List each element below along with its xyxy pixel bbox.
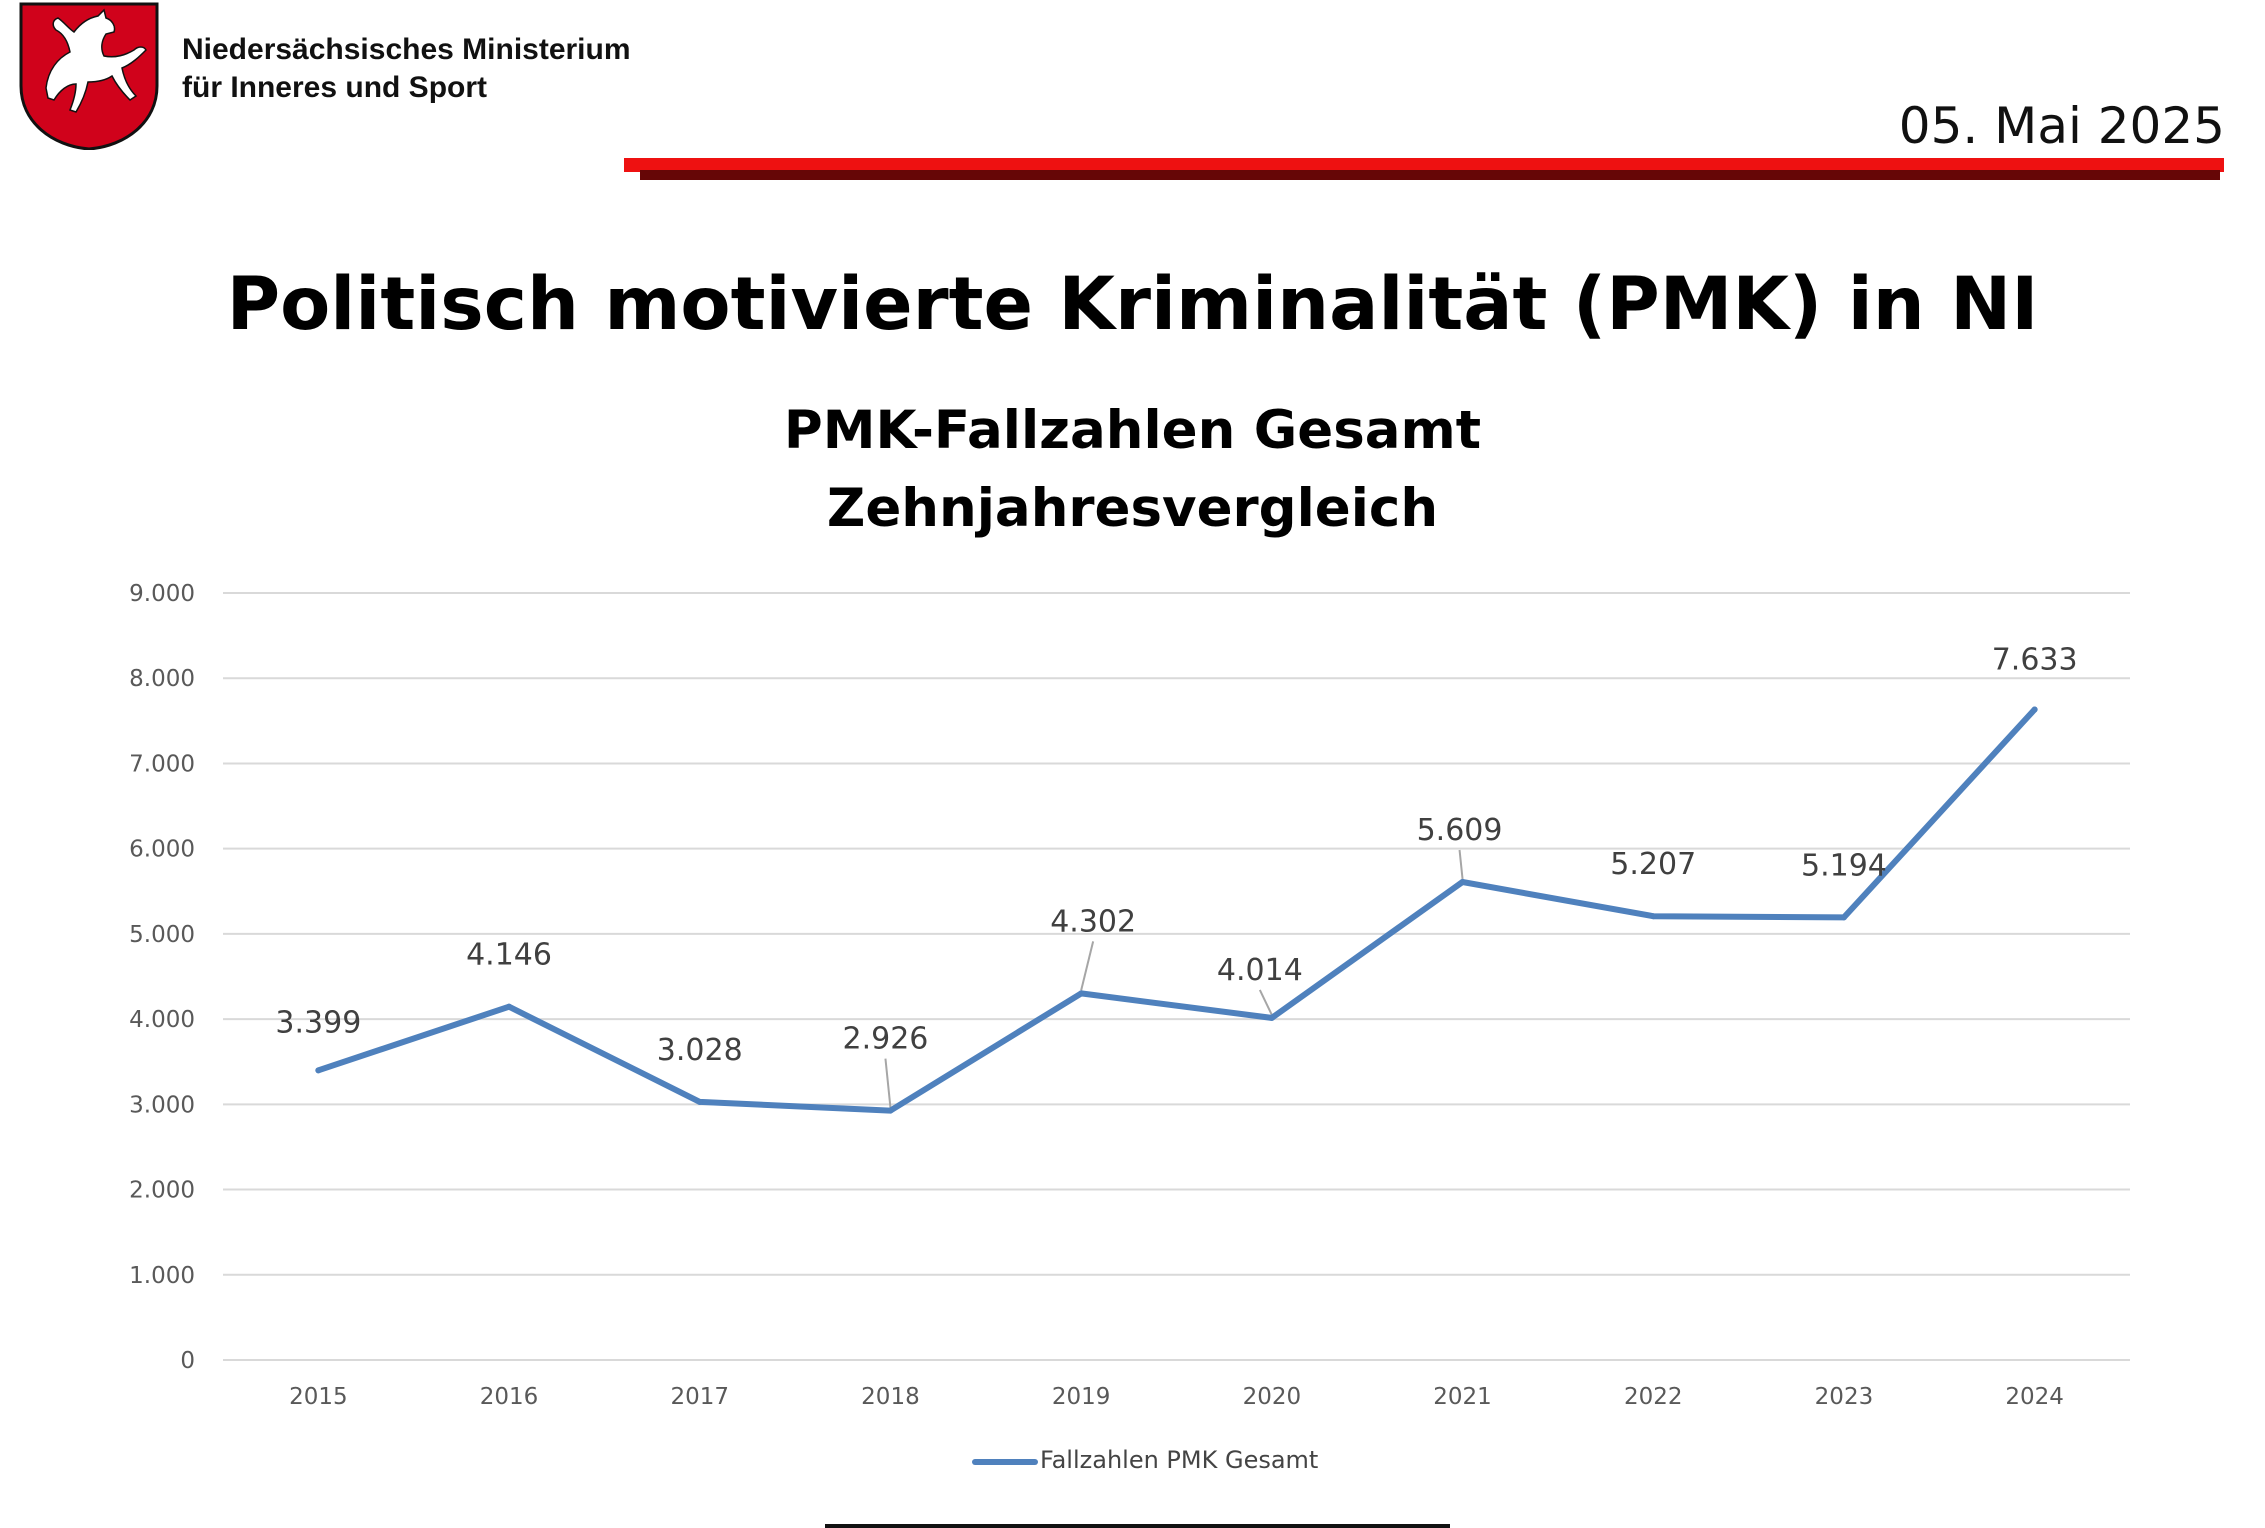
data-label-leader-line [884,1058,892,1108]
data-label: 4.146 [466,938,552,973]
x-tick-label: 2019 [1052,1384,1111,1410]
y-tick-label: 3.000 [129,1092,195,1118]
x-tick-label: 2021 [1433,1384,1492,1410]
y-tick-label: 6.000 [129,837,195,863]
data-point [696,1098,703,1105]
page-title: Politisch motivierte Kriminalität (PMK) … [226,262,2039,347]
y-tick-label: 8.000 [129,666,195,692]
legend-label: Fallzahlen PMK Gesamt [1040,1446,1319,1474]
x-tick-label: 2024 [2005,1384,2064,1410]
y-tick-label: 9.000 [129,581,195,607]
data-label: 7.633 [1992,642,2078,677]
data-point [315,1067,322,1074]
data-label-leader-line [1458,849,1464,880]
data-label: 3.399 [275,1005,361,1040]
data-point [2031,706,2038,713]
ministry-name-line-2: für Inneres und Sport [182,71,488,104]
y-tick-label: 4.000 [129,1007,195,1033]
data-label: 4.014 [1217,953,1303,988]
data-point [1650,913,1657,920]
presentation-date: 05. Mai 2025 [1898,97,2225,155]
x-tick-label: 2018 [861,1384,920,1410]
y-tick-label: 0 [180,1348,195,1374]
footer-divider [825,1524,1450,1528]
data-point [1840,914,1847,921]
y-tick-label: 2.000 [129,1178,195,1204]
data-point [887,1107,894,1114]
x-tick-label: 2016 [480,1384,539,1410]
x-tick-label: 2020 [1243,1384,1302,1410]
header-dark-bar [640,170,2220,180]
x-tick-label: 2022 [1624,1384,1683,1410]
y-tick-label: 5.000 [129,922,195,948]
data-label-leader-line [1080,941,1095,991]
chart-title: PMK-Fallzahlen Gesamt [783,400,1482,461]
data-point [1268,1014,1275,1021]
x-tick-label: 2015 [289,1384,348,1410]
x-tick-label: 2017 [670,1384,729,1410]
data-label-leader-line [1258,989,1273,1016]
header-red-bar [624,158,2224,172]
x-tick-label: 2023 [1815,1384,1874,1410]
data-label: 5.609 [1417,813,1503,848]
data-label: 5.207 [1610,847,1696,882]
chart-subtitle: Zehnjahresvergleich [826,478,1439,539]
data-point [506,1003,513,1010]
data-point [1078,990,1085,997]
data-label: 2.926 [843,1022,929,1057]
lower-saxony-coat-of-arms-logo [19,2,159,150]
y-tick-label: 1.000 [129,1263,195,1289]
data-label: 4.302 [1050,904,1136,939]
ministry-name-line-1: Niedersächsisches Ministerium [182,33,631,66]
y-tick-label: 7.000 [129,751,195,777]
data-label: 3.028 [657,1033,743,1068]
data-label: 5.194 [1801,848,1887,883]
data-point [1459,878,1466,885]
series-line-fallzahlen-pmk-gesamt [315,706,2038,1114]
